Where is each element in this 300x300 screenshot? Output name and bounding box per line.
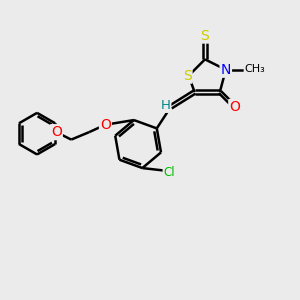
Text: N: N	[220, 63, 231, 77]
Text: Cl: Cl	[164, 166, 175, 179]
Text: CH₃: CH₃	[244, 64, 265, 74]
Text: O: O	[51, 125, 62, 139]
Text: S: S	[201, 28, 209, 43]
Text: H: H	[160, 99, 170, 112]
Text: S: S	[183, 69, 191, 83]
Text: O: O	[229, 100, 240, 114]
Text: O: O	[100, 118, 111, 132]
